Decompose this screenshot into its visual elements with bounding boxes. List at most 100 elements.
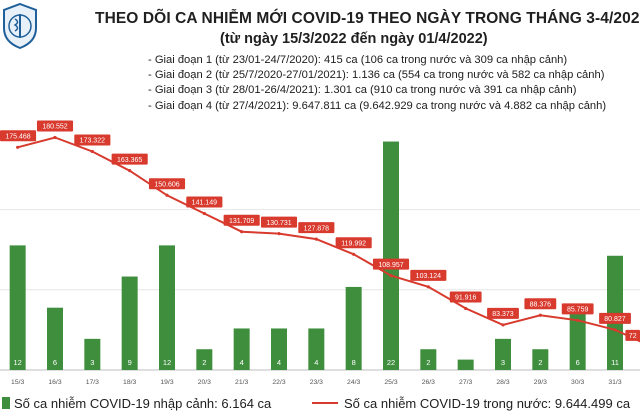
line-value-label-16: 80.827 — [604, 316, 626, 323]
line-value-label-7: 130.731 — [266, 220, 291, 227]
stage-1-summary: - Giai đoạn 1 (từ 23/01-24/7/2020): 415 … — [148, 54, 568, 66]
x-tick-label-13: 28/3 — [496, 379, 509, 386]
line-point-0 — [16, 145, 20, 149]
line-label-box-0 — [0, 130, 37, 142]
line-value-label-13: 83.373 — [492, 311, 514, 318]
bar-imported-6 — [233, 328, 250, 370]
bar-imported-11 — [420, 349, 437, 370]
bar-imported-3 — [121, 276, 138, 370]
legend-item-imported: Số ca nhiễm COVID-19 nhập cảnh: 6.164 ca — [2, 396, 271, 411]
x-tick-label-5: 20/3 — [198, 379, 211, 386]
legend-item-domestic: Số ca nhiễm COVID-19 trong nước: 9.644.4… — [312, 396, 630, 411]
line-label-box-14 — [524, 298, 557, 310]
line-value-label-3: 163.365 — [117, 157, 142, 164]
line-domestic-series — [17, 136, 640, 343]
line-value-label-2: 173.322 — [80, 138, 105, 145]
line-value-label-5: 141.149 — [192, 200, 217, 207]
bar-imported-0 — [9, 245, 26, 370]
bar-imported-9 — [345, 286, 362, 370]
line-point-5 — [202, 211, 206, 216]
line-label-box-4 — [148, 178, 186, 190]
line-value-label-12: 91.916 — [455, 295, 477, 302]
x-tick-label-1: 16/3 — [48, 379, 61, 386]
line-label-box-6 — [223, 214, 260, 226]
bar-label-3: 9 — [128, 358, 132, 367]
x-tick-label-4: 19/3 — [160, 379, 173, 386]
legend-domestic-label: Số ca nhiễm COVID-19 trong nước: 9.644.4… — [344, 396, 631, 411]
bar-imported-12 — [457, 359, 474, 370]
x-tick-label-14: 29/3 — [534, 379, 547, 386]
line-point-1 — [53, 135, 57, 140]
chart-legend: Số ca nhiễm COVID-19 nhập cảnh: 6.164 ca… — [0, 395, 640, 414]
line-value-label-6: 131.709 — [229, 218, 254, 225]
line-point-16 — [613, 328, 617, 332]
x-tick-label-6: 21/3 — [235, 379, 248, 386]
line-point-15 — [576, 318, 580, 322]
line-point-2 — [90, 149, 94, 154]
x-tick-label-10: 25/3 — [384, 379, 397, 386]
line-label-box-10 — [372, 258, 410, 270]
bar-label-13: 3 — [501, 358, 505, 367]
line-label-box-3 — [111, 153, 148, 165]
line-point-4 — [165, 193, 169, 197]
line-value-label-11: 103.124 — [416, 273, 441, 280]
bar-imported-8 — [308, 328, 325, 370]
bar-imported-14 — [532, 349, 549, 370]
stage-4-summary: - Giai đoạn 4 (từ 27/4/2021): 9.647.811 … — [148, 99, 607, 112]
bar-label-16: 11 — [611, 358, 619, 367]
stage-2-summary: - Giai đoạn 2 (từ 25/7/2020-27/01/2021):… — [148, 69, 605, 82]
bar-label-9: 8 — [352, 358, 356, 367]
x-tick-label-15: 30/3 — [571, 379, 584, 386]
x-tick-label-3: 18/3 — [123, 379, 136, 386]
bar-label-6: 4 — [240, 358, 244, 367]
line-point-12 — [464, 306, 468, 311]
line-point-9 — [352, 252, 356, 256]
x-tick-label-9: 24/3 — [347, 379, 360, 386]
stage-3-summary: - Giai đoạn 3 (từ 28/01-26/4/2021): 1.30… — [148, 84, 577, 97]
x-tick-label-8: 23/3 — [310, 379, 323, 386]
line-value-label-10: 108.957 — [378, 262, 403, 269]
line-value-label-0: 175.468 — [5, 134, 30, 141]
bar-imported-13 — [495, 338, 511, 370]
bar-label-14: 2 — [538, 358, 542, 367]
stage-summary-list: - Giai đoạn 1 (từ 23/01-24/7/2020): 415 … — [148, 53, 606, 114]
legend-bar-swatch — [2, 397, 10, 409]
line-label-box-9 — [335, 237, 372, 249]
x-tick-label-12: 27/3 — [459, 379, 472, 386]
line-label-box-7 — [260, 216, 298, 228]
line-value-label-1: 180.552 — [42, 124, 67, 131]
line-label-box-16 — [599, 312, 631, 324]
bar-imported-10 — [383, 141, 399, 370]
line-point-14 — [538, 313, 542, 317]
bar-imported-5 — [196, 349, 213, 370]
line-point-10 — [389, 273, 393, 278]
x-tick-label-11: 26/3 — [422, 379, 435, 386]
legend-line-swatch — [312, 402, 338, 404]
line-label-box-12 — [449, 291, 482, 303]
bar-imported-15 — [569, 307, 586, 370]
bar-imported-4 — [159, 245, 175, 370]
bar-label-15: 6 — [576, 358, 580, 367]
line-point-3 — [128, 169, 132, 173]
legend-imported-label: Số ca nhiễm COVID-19 nhập cảnh: 6.164 ca — [14, 396, 272, 411]
ministry-of-health-logo — [2, 2, 38, 50]
chart-subtitle: (từ ngày 15/3/2022 đến ngày 01/4/2022) — [220, 31, 488, 47]
x-tick-label-0: 15/3 — [11, 379, 24, 386]
line-value-label-8: 127.878 — [304, 225, 329, 232]
bar-label-11: 2 — [426, 358, 430, 367]
line-label-box-13 — [487, 307, 519, 319]
line-label-box-15 — [561, 303, 594, 315]
line-label-box-8 — [298, 222, 335, 234]
line-value-label-17: 72 — [629, 333, 637, 340]
chart-title: THEO DÕI CA NHIỄM MỚI COVID-19 THEO NGÀY… — [95, 10, 640, 27]
line-label-box-1 — [36, 120, 74, 132]
bar-imported-2 — [84, 338, 101, 370]
bar-label-4: 12 — [163, 358, 171, 367]
bar-label-0: 12 — [13, 358, 21, 367]
line-value-label-15: 85.759 — [567, 307, 589, 314]
line-value-label-9: 119.992 — [341, 241, 366, 248]
bar-imported-7 — [271, 328, 287, 370]
line-label-box-2 — [74, 134, 111, 146]
bar-label-10: 22 — [387, 358, 395, 367]
